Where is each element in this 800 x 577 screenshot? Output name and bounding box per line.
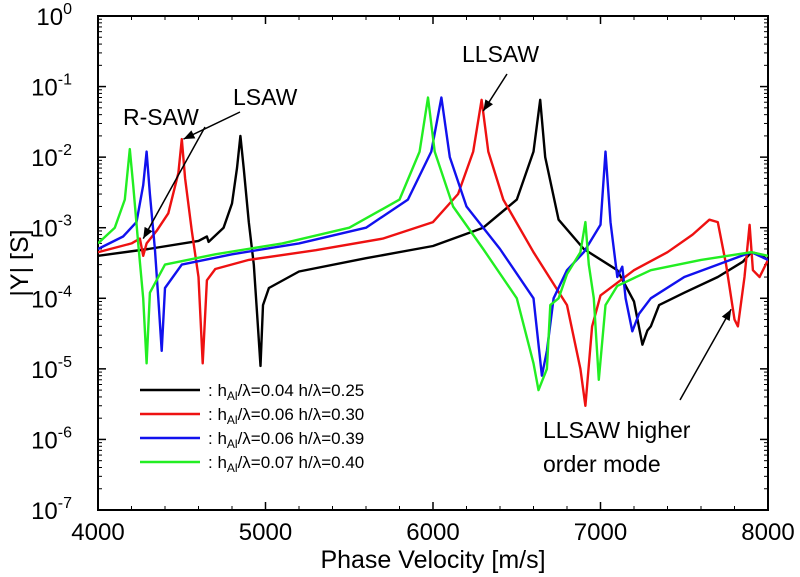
annotation-label: LSAW	[233, 84, 298, 110]
y-tick-label: 10-7	[31, 495, 72, 525]
series-line-1	[98, 98, 768, 368]
legend-subscript: Al	[227, 389, 238, 403]
annotation-arrowhead	[183, 130, 196, 140]
legend-entry-2: : hAl/λ=0.06 h/λ=0.30	[208, 405, 364, 427]
legend-suffix: /λ=0.06 h/λ=0.39	[238, 429, 365, 448]
annotation-label: R-SAW	[123, 104, 199, 130]
annotation-label: order mode	[543, 451, 661, 477]
series-lines	[98, 96, 768, 407]
legend: : hAl/λ=0.04 h/λ=0.25: hAl/λ=0.06 h/λ=0.…	[140, 381, 364, 475]
x-tick-label: 8000	[741, 519, 794, 546]
y-tick-label: 10-1	[31, 72, 72, 102]
x-tick-label: 4000	[71, 519, 124, 546]
y-tick-label: 10-3	[31, 213, 72, 243]
legend-entry-3: : hAl/λ=0.06 h/λ=0.39	[208, 429, 364, 451]
y-tick-base: 10	[31, 75, 58, 102]
legend-entry-4: : hAl/λ=0.07 h/λ=0.40	[208, 453, 364, 475]
series-line-3	[98, 96, 768, 377]
y-tick-exponent: -3	[58, 213, 72, 230]
series-line-4	[98, 96, 768, 392]
y-tick-exponent: -2	[58, 142, 72, 159]
annotation-arrowhead	[143, 226, 153, 239]
y-tick-exponent: -7	[58, 495, 72, 512]
annotation-label: LLSAW higher	[543, 417, 691, 443]
annotation-label: LLSAW	[462, 41, 539, 67]
annotations: R-SAW LSAW LLSAW LLSAW higher order mode	[123, 41, 732, 477]
x-axis-title: Phase Velocity [m/s]	[320, 546, 545, 574]
y-tick-label: 10-4	[31, 283, 72, 313]
y-tick-exponent: -5	[58, 354, 72, 371]
legend-prefix: : h	[208, 405, 227, 424]
y-tick-base: 10	[31, 286, 58, 313]
annotation-arrowhead	[721, 309, 732, 322]
legend-prefix: : h	[208, 453, 227, 472]
y-tick-base: 10	[31, 357, 58, 384]
y-tick-base: 10	[31, 427, 58, 454]
y-tick-exponent: -4	[58, 283, 72, 300]
y-tick-exponent: 0	[63, 1, 72, 18]
y-tick-base: 10	[31, 498, 58, 525]
annotation-arrow	[142, 126, 206, 240]
y-tick-base: 10	[31, 216, 58, 243]
y-tick-label: 10-6	[31, 424, 72, 454]
legend-suffix: /λ=0.06 h/λ=0.30	[238, 405, 365, 424]
legend-prefix: : h	[208, 381, 227, 400]
legend-subscript: Al	[227, 437, 238, 451]
y-axis-title: |Y| [S]	[6, 229, 34, 296]
y-tick-label: 10-2	[31, 142, 72, 172]
legend-subscript: Al	[227, 461, 238, 475]
x-tick-label: 7000	[574, 519, 627, 546]
legend-prefix: : h	[208, 429, 227, 448]
y-tick-label: 100	[36, 1, 72, 31]
legend-suffix: /λ=0.04 h/λ=0.25	[238, 381, 365, 400]
annotation-arrowhead	[483, 99, 493, 112]
annotation-arrow	[679, 308, 732, 401]
legend-suffix: /λ=0.07 h/λ=0.40	[238, 453, 365, 472]
y-tick-exponent: -6	[58, 424, 72, 441]
legend-entry-1: : hAl/λ=0.04 h/λ=0.25	[208, 381, 364, 403]
x-tick-label: 5000	[239, 519, 292, 546]
series-line-2	[98, 98, 768, 407]
y-tick-label: 10-5	[31, 354, 72, 384]
y-tick-base: 10	[36, 4, 63, 31]
y-tick-exponent: -1	[58, 72, 72, 89]
ticks: 4000 5000 6000 7000 800010010-110-210-310-41…	[31, 1, 795, 546]
y-tick-base: 10	[31, 145, 58, 172]
legend-subscript: Al	[227, 413, 238, 427]
x-tick-label: 6000	[406, 519, 459, 546]
